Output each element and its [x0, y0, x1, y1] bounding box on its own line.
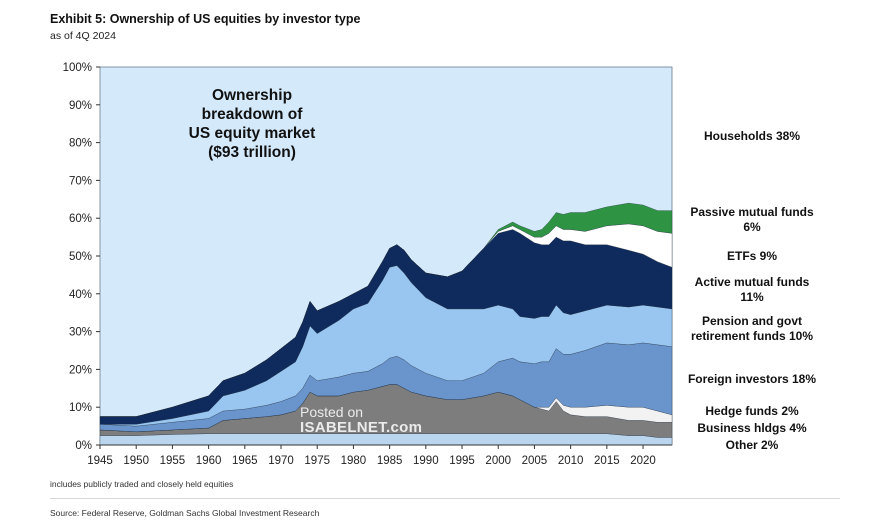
- watermark-line1: Posted on: [300, 404, 364, 420]
- x-tick-label: 1960: [196, 455, 222, 467]
- y-tick-label: 80%: [69, 138, 92, 150]
- x-tick-label: 1945: [87, 455, 113, 467]
- y-tick-label: 90%: [69, 100, 92, 112]
- legend-label-passive: Passive mutual funds: [690, 205, 814, 219]
- chart-annotation-line: Ownership: [212, 87, 292, 104]
- x-tick-label: 2000: [485, 455, 511, 467]
- source-note: Source: Federal Reserve, Goldman Sachs G…: [50, 508, 320, 518]
- footer-divider: [50, 498, 840, 499]
- series-area-passive: [100, 202, 673, 417]
- x-tick-label: 1990: [413, 455, 439, 467]
- chart-title: Exhibit 5: Ownership of US equities by i…: [50, 12, 361, 26]
- x-tick-label: 2020: [630, 455, 656, 467]
- legend-label-foreign: Foreign investors 18%: [688, 372, 816, 386]
- footnote: includes publicly traded and closely hel…: [50, 479, 234, 489]
- chart-annotation-line: US equity market: [189, 125, 316, 142]
- x-tick-label: 1980: [341, 455, 367, 467]
- x-tick-label: 1975: [304, 455, 330, 467]
- x-tick-label: 2015: [594, 455, 620, 467]
- x-tick-label: 2005: [522, 455, 548, 467]
- legend-label-active-line2: 11%: [740, 290, 764, 304]
- x-tick-label: 1950: [123, 455, 149, 467]
- legend-label-households: Households 38%: [704, 129, 800, 143]
- x-tick-label: 1970: [268, 455, 294, 467]
- y-tick-label: 40%: [69, 289, 92, 301]
- legend-label-other: Other 2%: [726, 438, 779, 452]
- legend-label-hedge: Hedge funds 2%: [705, 404, 799, 418]
- legend-label-etf: ETFs 9%: [727, 249, 777, 263]
- chart-annotation-line: breakdown of: [202, 106, 304, 123]
- x-tick-label: 1985: [377, 455, 403, 467]
- legend-label-passive-line2: 6%: [743, 220, 761, 234]
- chart-annotation-line: ($93 trillion): [208, 144, 296, 161]
- x-tick-label: 1965: [232, 455, 258, 467]
- legend-label-pension: Pension and govt: [702, 314, 802, 328]
- y-tick-label: 70%: [69, 175, 92, 187]
- x-tick-label: 2010: [558, 455, 584, 467]
- legend-label-pension-line2: retirement funds 10%: [691, 329, 813, 343]
- y-tick-label: 20%: [69, 364, 92, 376]
- x-tick-label: 1995: [449, 455, 475, 467]
- x-tick-label: 1955: [160, 455, 186, 467]
- y-tick-label: 0%: [75, 440, 92, 452]
- y-tick-label: 30%: [69, 327, 92, 339]
- watermark: Posted on ISABELNET.com: [300, 404, 422, 436]
- y-tick-label: 60%: [69, 213, 92, 225]
- watermark-line2: ISABELNET.com: [300, 419, 423, 436]
- y-tick-label: 10%: [69, 402, 92, 414]
- y-tick-label: 50%: [69, 251, 92, 263]
- legend-label-active: Active mutual funds: [695, 275, 810, 289]
- chart-subtitle: as of 4Q 2024: [50, 30, 116, 42]
- y-tick-label: 100%: [63, 62, 92, 74]
- legend-label-business: Business hldgs 4%: [697, 421, 807, 435]
